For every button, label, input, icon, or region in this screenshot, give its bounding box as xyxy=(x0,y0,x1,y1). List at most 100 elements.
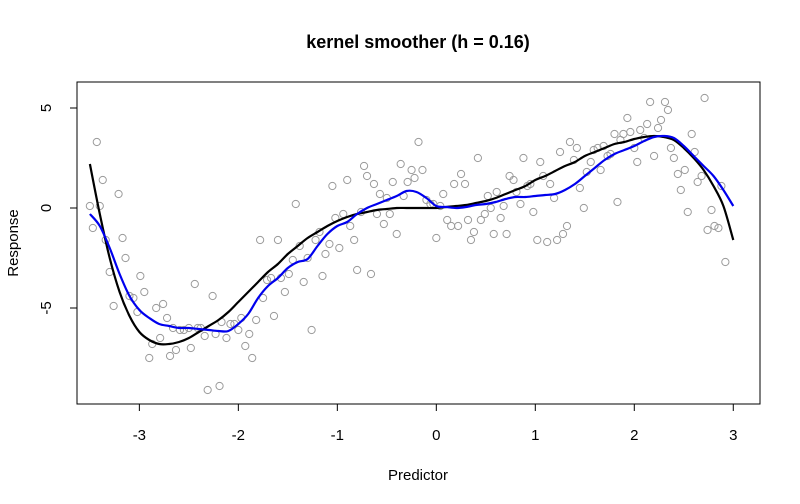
data-point xyxy=(186,343,195,353)
data-point xyxy=(536,157,545,167)
data-point xyxy=(610,129,619,139)
data-point xyxy=(121,253,130,263)
data-point xyxy=(453,221,463,231)
data-point xyxy=(516,199,525,209)
data-point xyxy=(552,235,562,245)
data-point xyxy=(714,223,723,233)
data-point xyxy=(353,265,362,275)
data-point xyxy=(432,233,441,243)
data-point xyxy=(248,353,257,363)
data-point xyxy=(623,113,632,123)
x-tick-label: 2 xyxy=(630,427,638,444)
data-point xyxy=(190,279,199,289)
data-point xyxy=(311,235,320,245)
curves xyxy=(88,134,735,346)
data-point xyxy=(680,165,689,175)
data-point xyxy=(703,225,712,235)
data-point xyxy=(284,269,293,279)
data-point xyxy=(318,271,327,281)
data-point xyxy=(234,325,243,335)
data-point xyxy=(256,235,265,245)
data-point xyxy=(575,183,584,193)
data-point xyxy=(200,331,209,341)
data-point xyxy=(269,311,279,321)
data-point xyxy=(469,227,479,237)
data-point xyxy=(693,177,702,187)
data-point xyxy=(359,161,369,171)
data-point xyxy=(456,169,466,179)
data-point xyxy=(222,333,231,343)
data-point xyxy=(543,237,552,247)
data-point xyxy=(325,239,334,249)
data-point xyxy=(407,165,416,175)
data-point xyxy=(88,223,97,233)
data-point xyxy=(460,179,470,189)
data-point xyxy=(619,129,628,139)
y-tick-label: 5 xyxy=(38,104,55,112)
data-point xyxy=(410,173,419,183)
data-point xyxy=(480,209,489,219)
data-point xyxy=(483,191,492,201)
data-point xyxy=(215,381,224,391)
data-point xyxy=(613,197,622,207)
data-point xyxy=(98,175,107,185)
data-point xyxy=(335,243,344,253)
data-point xyxy=(717,181,726,191)
data-point xyxy=(350,235,359,245)
x-tick-label: -2 xyxy=(232,427,245,444)
data-point xyxy=(418,165,427,175)
data-point xyxy=(385,209,394,219)
x-tick-label: 1 xyxy=(531,427,539,444)
data-point xyxy=(572,143,581,153)
data-point xyxy=(473,153,482,163)
data-point xyxy=(165,351,175,361)
data-point xyxy=(463,215,473,225)
data-point xyxy=(118,233,127,243)
data-point xyxy=(145,353,154,363)
data-point xyxy=(443,215,452,225)
data-point xyxy=(403,177,412,187)
data-point xyxy=(666,143,676,153)
data-point xyxy=(152,303,161,313)
data-point xyxy=(321,249,330,259)
data-point xyxy=(159,299,168,309)
data-point xyxy=(707,205,716,215)
data-point xyxy=(509,175,518,185)
data-point xyxy=(721,257,730,267)
data-point xyxy=(343,175,352,185)
data-point xyxy=(466,235,476,245)
data-point xyxy=(136,271,145,281)
data-point xyxy=(562,221,572,231)
x-tick-label: 0 xyxy=(432,427,440,444)
data-point xyxy=(346,221,355,231)
data-point xyxy=(646,97,655,107)
data-point xyxy=(447,221,456,231)
data-point xyxy=(258,293,268,303)
x-tick-label: -3 xyxy=(133,427,146,444)
data-point xyxy=(669,153,678,163)
chart-title: kernel smoother (h = 0.16) xyxy=(306,32,530,52)
true-function-line xyxy=(88,134,735,346)
data-point xyxy=(366,269,376,279)
data-point xyxy=(245,329,254,339)
x-tick-label: 3 xyxy=(729,427,737,444)
y-tick-label: -5 xyxy=(38,301,55,314)
y-tick-label: 0 xyxy=(38,204,55,212)
data-point xyxy=(241,341,250,351)
data-point xyxy=(299,277,308,287)
data-point xyxy=(633,157,642,167)
plot-box xyxy=(76,81,761,405)
kernel-smoother-line xyxy=(89,134,735,333)
data-point xyxy=(179,325,189,335)
data-point xyxy=(388,177,397,187)
data-point xyxy=(369,179,379,189)
data-point xyxy=(502,229,511,239)
data-point xyxy=(303,253,312,263)
data-point xyxy=(171,345,181,355)
data-point xyxy=(125,291,134,301)
data-point xyxy=(697,171,706,181)
data-point xyxy=(476,215,485,225)
data-point xyxy=(643,119,652,129)
data-point xyxy=(203,385,212,395)
